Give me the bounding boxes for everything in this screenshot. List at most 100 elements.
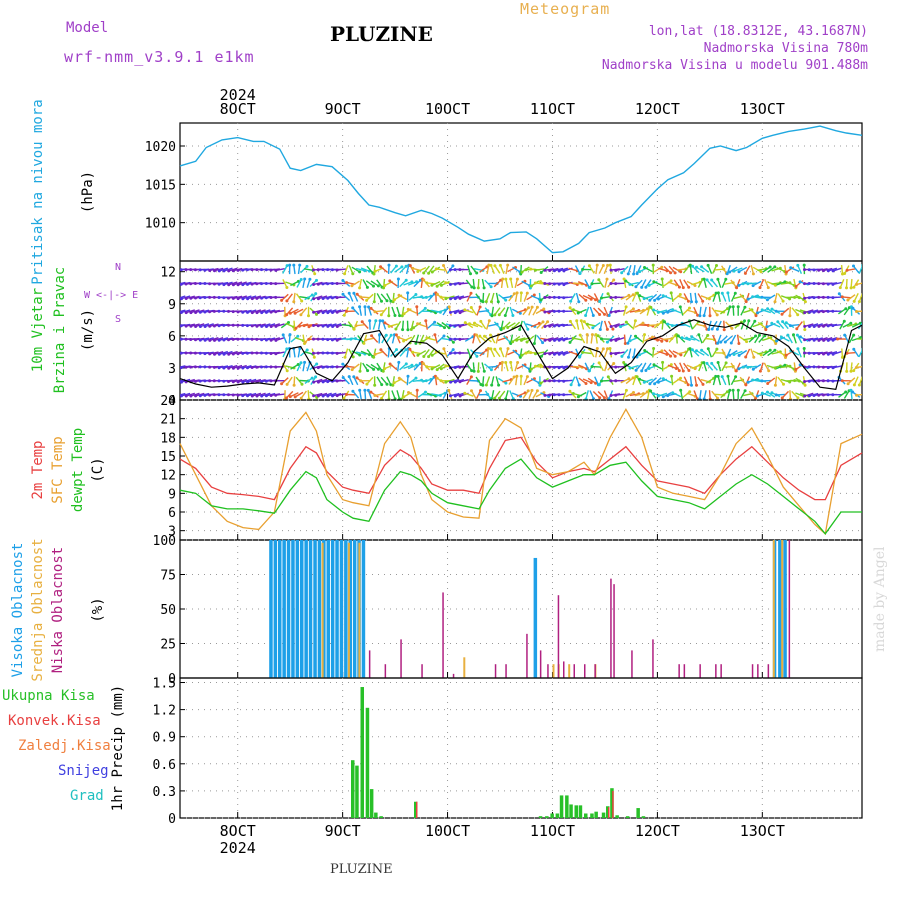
wind-arrow-head [812,365,816,369]
wind-arrow-head [274,282,278,286]
wind-arrow-head [634,334,637,338]
wind-arrow-head [444,281,448,285]
wind-arrow [765,320,768,330]
precip-total-bar [355,765,359,818]
wind-arrow-head [760,379,764,383]
temp-ytick-label: 21 [160,413,176,428]
wind-arrow-head [807,310,811,314]
cloud-high-bar [533,557,538,678]
wind-arrow-head [852,333,856,337]
wind-arrow-head [648,382,652,386]
wind-arrow-head [688,263,692,267]
wind-arrow-head [341,376,345,379]
wind-arrow-head [406,374,410,378]
wind-arrow-head [852,369,856,373]
wind-arrow [662,295,672,300]
wind-arrow-head [774,309,778,313]
wind-arrow-head [335,379,339,383]
wind-arrow-head [303,360,307,364]
wind-arrow-head [213,338,216,342]
wind-arrow [738,266,748,273]
wind-arrow [646,390,650,400]
wind-arrow [464,392,474,397]
wind-arrow [735,278,741,288]
wind-arrow-head [330,282,334,285]
wind-arrow-head [341,362,345,366]
wind-arrow-head [269,268,273,272]
wind-arrow-head [443,326,446,330]
wind-arrow [635,362,643,371]
wind-arrow-head [759,353,763,357]
wind-arrow-head [578,271,582,275]
wind-arrow [622,390,628,400]
wind-arrow-head [737,283,741,287]
panels [175,122,863,819]
wind-arrow-head [380,299,383,303]
wind-arrow-head [821,393,825,397]
wind-arrow-head [331,394,334,398]
wind-arrow-head [472,286,476,290]
wind-arrow-head [321,365,325,369]
wind-arrow-head [385,382,389,386]
precip-legend-3: Snijeg [58,763,109,779]
wind-arrow-head [264,310,268,314]
wind-arrow-head [335,351,339,355]
wind-arrow-head [360,320,364,324]
wind-arrow [521,280,531,287]
wind-arrow-head [449,394,452,398]
wind-arrow [386,376,392,386]
wind-arrow-head [222,379,226,383]
wind-arrow-head [335,282,339,285]
temp-unit: (C) [90,457,106,482]
time-label-bottom: 8OCT [220,822,256,840]
wind-arrow-head [728,305,732,309]
cloud-high-bar [778,540,782,678]
wind-arrow-head [307,325,311,329]
wind-arrow-head [587,264,591,268]
wind-arrow-head [362,341,366,345]
wind-arrow-head [422,278,426,282]
wind-arrow-head [822,269,825,273]
meteogram-label: Meteogram [520,0,611,18]
wind-arrow-head [519,291,523,295]
wind-arrow [615,323,625,328]
wind-arrow-head [557,352,561,356]
cloud-high-bar [339,540,344,678]
wind-arrow [589,306,594,316]
wind-arrow [694,376,698,386]
wind-arrow [523,320,529,330]
wind-arrow-head [305,264,309,268]
wind-arrow [858,265,862,274]
wind-arrow-head [497,396,501,400]
wind-arrow-head [497,313,501,317]
wind-arrow-head [557,324,561,328]
wind-arrow-head [817,310,821,314]
wind-arrow-head [175,324,178,327]
time-label-top: 11OCT [530,100,575,118]
wind-arrow-head [489,285,493,289]
wind-arrow-head [688,390,692,394]
wind-arrow-head [435,376,439,380]
precip-conv-bar [608,807,610,818]
wind-arrow-head [425,365,429,369]
wind-arrow-head [406,328,410,332]
wind-arrow [275,337,285,342]
wind-arrow [727,376,731,386]
wind-arrow [795,279,804,287]
wind-arrow-head [852,285,856,289]
wind-arrow-head [638,270,642,274]
wind-arrow-head [861,347,862,351]
wind-arrow-head [330,296,334,300]
wind-arrow [498,307,506,316]
wind-arrow-head [246,310,249,314]
wind-arrow-head [503,314,507,317]
wind-arrow-head [222,338,226,342]
wind-arrow-head [826,393,830,397]
wind-arrow-head [451,264,455,268]
wind-arrow [686,337,696,341]
cloud-low-bar [757,664,759,678]
wind-arrow-head [796,396,800,400]
wind-arrow-head [716,396,719,400]
cloud-ytick-label: 0 [168,672,176,687]
wind-arrow-head [189,338,193,341]
